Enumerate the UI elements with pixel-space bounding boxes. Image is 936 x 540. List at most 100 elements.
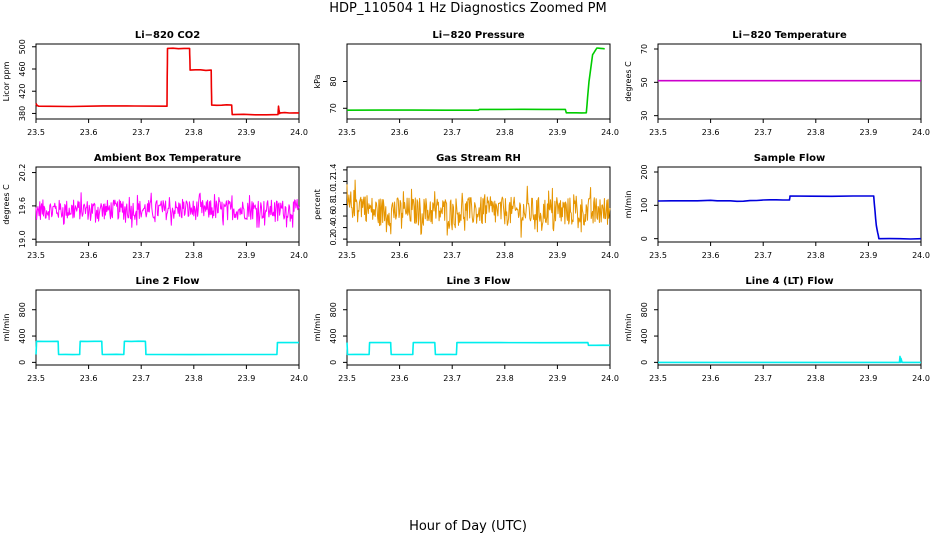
co2-xtick-label: 23.9 — [237, 128, 255, 137]
co2-xtick-label: 23.8 — [185, 128, 203, 137]
sample-flow-ytick-label: 100 — [640, 198, 649, 213]
sample-flow-xtick-label: 23.9 — [859, 251, 877, 260]
ambient-title: Ambient Box Temperature — [94, 153, 241, 164]
line3-flow-plot-frame — [346, 289, 611, 366]
rh-ytick-label: 0.8 — [329, 198, 338, 211]
co2-series-line — [35, 47, 299, 116]
panel-pressure: Li−820 Pressure kPa 23.5 23.6 23.7 23.8 23.9 24… — [313, 30, 619, 137]
pressure-title: Li−820 Pressure — [432, 30, 525, 41]
panel-line2-flow: Line 2 Flow ml/min 23.5 23.6 23.7 23.8 23.9 24.… — [2, 276, 308, 383]
sample-flow-title: Sample Flow — [754, 153, 826, 164]
line2-flow-xtick-label: 23.6 — [80, 374, 98, 383]
panel-rh: Gas Stream RH percent 23.5 23.6 23.7 23.8 23.9… — [313, 153, 619, 260]
co2-xtick-label: 23.5 — [27, 128, 45, 137]
line3-flow-title: Line 3 Flow — [447, 276, 511, 287]
line4-flow-ytick-label: 800 — [640, 302, 649, 317]
line4-flow-xtick-label: 23.9 — [859, 374, 877, 383]
pressure-xtick-label: 23.9 — [548, 128, 566, 137]
line2-flow-title: Line 2 Flow — [136, 276, 200, 287]
pressure-xtick-label: 24.0 — [601, 128, 619, 137]
temperature-xtick-label: 23.9 — [859, 128, 877, 137]
ambient-xtick-label: 24.0 — [290, 251, 308, 260]
panel-line3-flow: Line 3 Flow ml/min 23.5 23.6 23.7 23.8 23.9 24.… — [313, 276, 619, 383]
temperature-plot-frame — [657, 43, 922, 120]
sample-flow-xtick-label: 23.7 — [754, 251, 772, 260]
rh-ytick-label: 1.2 — [329, 175, 338, 188]
panel-line4-flow: Line 4 (LT) Flow ml/min 23.5 23.6 23.7 23.8 23… — [624, 276, 930, 383]
sample-flow-ylabel: ml/min — [624, 191, 633, 219]
rh-ytick-label: 1.0 — [329, 187, 338, 200]
rh-xtick-label: 23.6 — [391, 251, 409, 260]
co2-ytick-label: 380 — [18, 106, 27, 121]
line4-flow-xtick-label: 24.0 — [912, 374, 930, 383]
panel-co2: Li−820 CO2 Licor ppm 23.5 23.6 23.7 23.8 23.9 2… — [2, 30, 308, 137]
rh-xtick-label: 23.5 — [338, 251, 356, 260]
line2-flow-xtick-label: 23.9 — [237, 374, 255, 383]
rh-ytick-label: 1.4 — [329, 164, 338, 177]
line3-flow-ytick-label: 400 — [329, 328, 338, 343]
line4-flow-ytick-label: 0 — [640, 360, 649, 365]
temperature-xtick-label: 23.5 — [649, 128, 667, 137]
line3-flow-xtick-label: 23.9 — [548, 374, 566, 383]
ambient-xtick-label: 23.5 — [27, 251, 45, 260]
ambient-xtick-label: 23.7 — [132, 251, 150, 260]
panel-ambient: Ambient Box Temperature degrees C 23.5 23.6… — [2, 153, 308, 260]
line4-flow-plot-frame — [657, 289, 922, 366]
temperature-title: Li−820 Temperature — [732, 30, 847, 41]
ambient-plot-frame — [35, 166, 300, 243]
sample-flow-xtick-label: 23.8 — [807, 251, 825, 260]
sample-flow-plot-frame — [657, 166, 922, 243]
pressure-xtick-label: 23.8 — [496, 128, 514, 137]
co2-xtick-label: 23.6 — [80, 128, 98, 137]
line3-flow-xtick-label: 24.0 — [601, 374, 619, 383]
line2-flow-ytick-label: 800 — [18, 302, 27, 317]
rh-xtick-label: 23.8 — [496, 251, 514, 260]
temperature-ytick-label: 50 — [640, 77, 649, 87]
sample-flow-xtick-label: 23.5 — [649, 251, 667, 260]
panel-sample-flow: Sample Flow ml/min 23.5 23.6 23.7 23.8 23.9 24.… — [624, 153, 930, 260]
line4-flow-series-line — [658, 355, 921, 364]
line3-flow-xtick-label: 23.5 — [338, 374, 356, 383]
ambient-xtick-label: 23.6 — [80, 251, 98, 260]
rh-ylabel: percent — [313, 189, 322, 220]
rh-xtick-label: 23.7 — [443, 251, 461, 260]
line3-flow-ytick-label: 0 — [329, 360, 338, 365]
rh-ytick-label: 0.6 — [329, 210, 338, 223]
rh-series-line — [346, 179, 611, 238]
line2-flow-ylabel: ml/min — [2, 314, 11, 342]
ambient-series-line — [35, 192, 300, 228]
line3-flow-ytick-label: 800 — [329, 302, 338, 317]
line4-flow-ylabel: ml/min — [624, 314, 633, 342]
line4-flow-title: Line 4 (LT) Flow — [745, 276, 833, 287]
panels-group: Li−820 CO2 Licor ppm 23.5 23.6 23.7 23.8 23.9 2… — [2, 30, 930, 383]
line4-flow-xtick-label: 23.8 — [807, 374, 825, 383]
temperature-ytick-label: 70 — [640, 44, 649, 54]
pressure-plot-frame — [346, 43, 611, 120]
line3-flow-ylabel: ml/min — [313, 314, 322, 342]
sample-flow-ytick-label: 200 — [640, 164, 649, 179]
pressure-ytick-label: 80 — [329, 76, 338, 86]
line4-flow-xtick-label: 23.5 — [649, 374, 667, 383]
sample-flow-series-line — [657, 195, 922, 240]
co2-title: Li−820 CO2 — [135, 30, 200, 41]
line2-flow-plot-frame — [35, 289, 300, 366]
line2-flow-xtick-label: 23.7 — [132, 374, 150, 383]
temperature-xtick-label: 24.0 — [912, 128, 930, 137]
line4-flow-ytick-label: 400 — [640, 328, 649, 343]
temperature-ytick-label: 30 — [640, 111, 649, 121]
rh-ytick-label: 0.4 — [329, 221, 338, 234]
rh-title: Gas Stream RH — [436, 153, 521, 164]
co2-xtick-label: 24.0 — [290, 128, 308, 137]
line2-flow-series-line — [35, 340, 299, 356]
ambient-xtick-label: 23.8 — [185, 251, 203, 260]
temperature-xtick-label: 23.8 — [807, 128, 825, 137]
line3-flow-xtick-label: 23.8 — [496, 374, 514, 383]
line3-flow-xtick-label: 23.7 — [443, 374, 461, 383]
co2-ytick-label: 460 — [18, 61, 27, 76]
ambient-ytick-label: 19.6 — [18, 197, 27, 215]
co2-ytick-label: 500 — [18, 39, 27, 54]
rh-ytick-label: 0.2 — [329, 233, 338, 246]
figure-title: HDP_110504 1 Hz Diagnostics Zoomed PM — [329, 1, 607, 16]
pressure-ytick-label: 70 — [329, 103, 338, 113]
